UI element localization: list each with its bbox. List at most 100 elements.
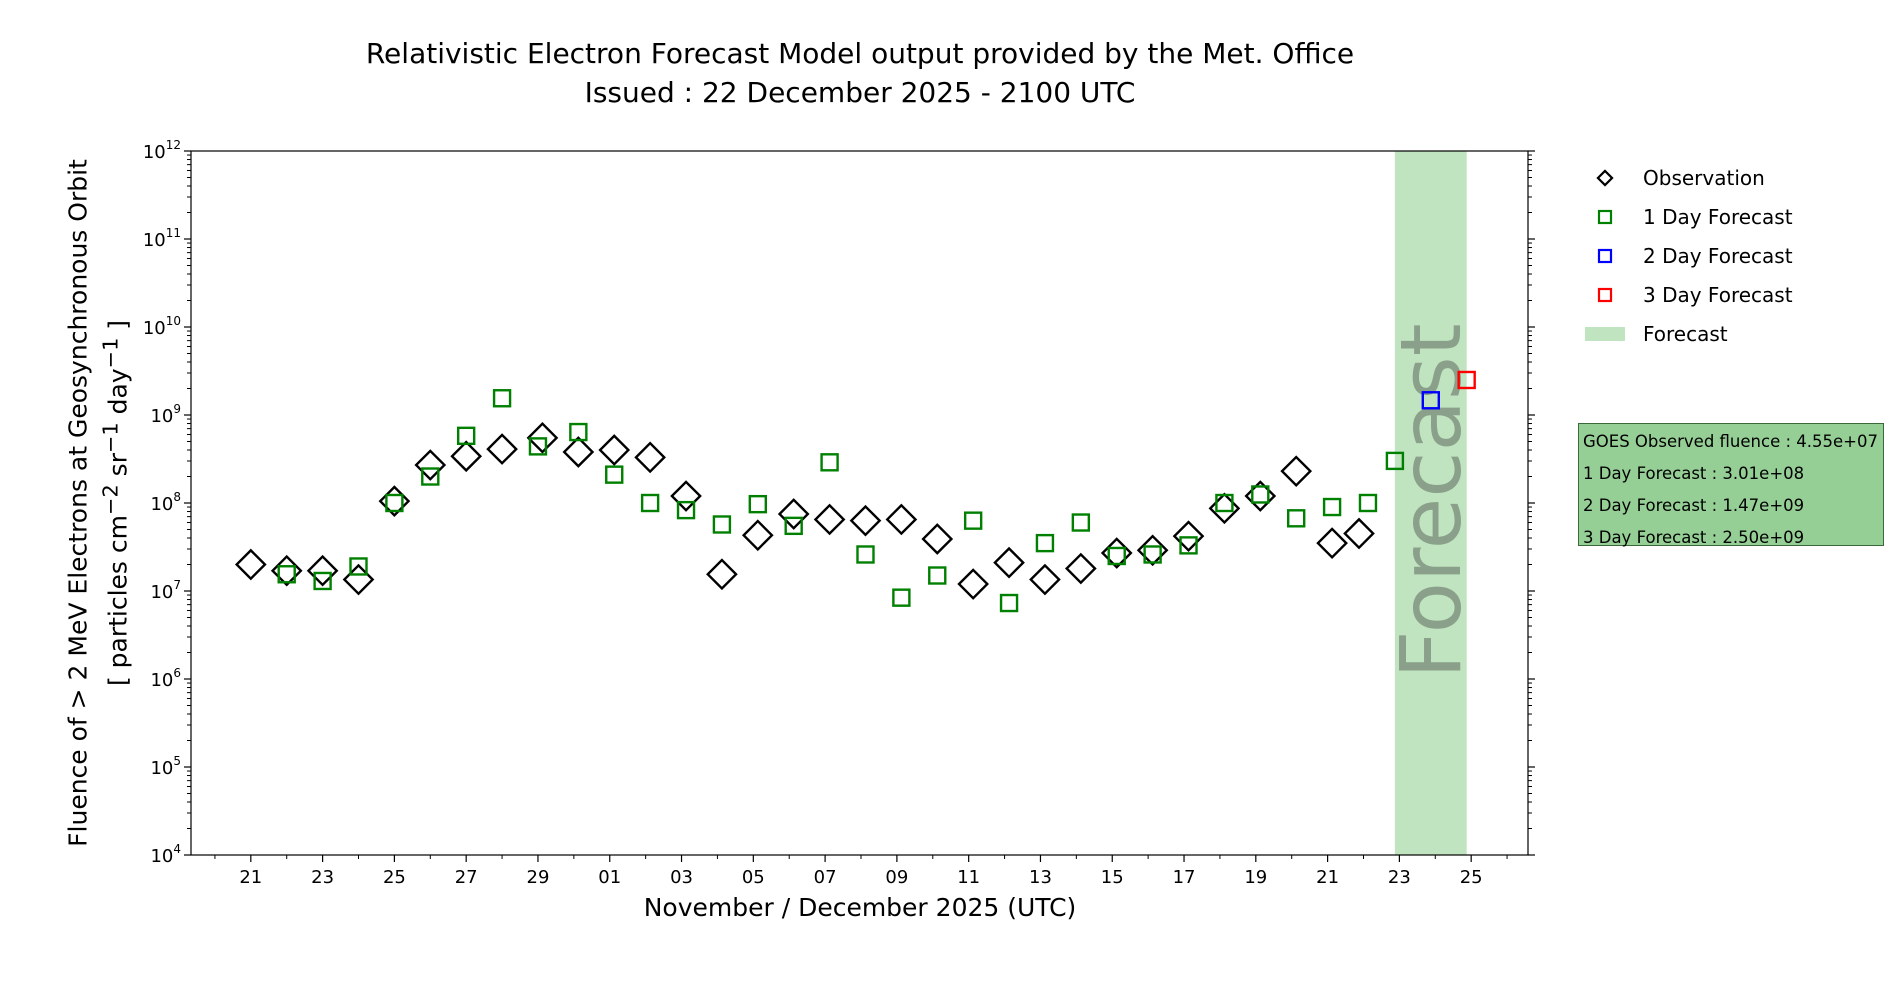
x-tick-label: 19 (1244, 867, 1267, 888)
observation-point (1280, 455, 1313, 488)
y-tick-label: 1011 (143, 226, 181, 251)
observation-point (234, 548, 267, 581)
y-tick-label: 1012 (143, 138, 181, 163)
observation-point (270, 554, 303, 587)
observation-point (921, 523, 954, 555)
observation-point (957, 568, 989, 600)
forecast-band-layer: Forecast (1382, 151, 1480, 855)
two-day-forecast-text: 2 Day Forecast : 1.47e+09 (1583, 496, 1805, 515)
observation-point (414, 449, 447, 481)
1-day-forecast-point (640, 493, 660, 513)
1-day-forecast-point (892, 588, 911, 607)
y-tick-label: 104 (150, 842, 181, 867)
observation-point (741, 519, 774, 552)
1-day-forecast-point (1035, 533, 1055, 553)
y-tick-label: 106 (150, 666, 181, 691)
1-day-forecast-point (1322, 497, 1342, 517)
1-day-forecast-point (569, 422, 588, 442)
observation-point (1029, 563, 1061, 596)
observation-point (777, 498, 810, 530)
y-axis-label-line1: Fluence of > 2 MeV Electrons at Geosynch… (63, 159, 93, 847)
observation-point (634, 441, 666, 474)
1-day-forecast-point (820, 453, 839, 472)
observation-point (993, 546, 1025, 579)
plot-frame (190, 150, 1529, 856)
y-tick-label: 109 (150, 402, 181, 427)
observed-fluence-text: GOES Observed fluence : 4.55e+07 (1583, 432, 1878, 451)
legend-label: 1 Day Forecast (1643, 205, 1793, 229)
x-tick-label: 17 (1173, 867, 1196, 888)
1-day-forecast-point (712, 515, 732, 534)
observation-point (1064, 552, 1097, 585)
observation-point (885, 503, 918, 536)
diamond-marker-icon (1585, 163, 1625, 193)
1-day-forecast-point (928, 566, 947, 585)
1-day-forecast-point (999, 593, 1019, 613)
1-day-forecast-point (1385, 451, 1405, 471)
legend-label: Forecast (1643, 322, 1728, 346)
legend-item-observation: Observation (1585, 163, 1765, 193)
1-day-forecast-point (1143, 545, 1162, 564)
1-day-forecast-point (605, 465, 624, 484)
x-tick-label: 25 (383, 867, 406, 888)
x-tick-label: 11 (957, 867, 980, 888)
legend-item-2-day-forecast: 2 Day Forecast (1585, 241, 1793, 271)
observation-point (562, 436, 595, 468)
y-tick-label: 1010 (143, 314, 181, 339)
x-tick-label: 21 (1316, 867, 1339, 888)
1-day-forecast-point (385, 493, 404, 513)
x-tick-label: 07 (814, 867, 837, 888)
x-tick-label: 03 (670, 867, 693, 888)
1-day-forecast-point (492, 389, 512, 408)
observation-point (813, 503, 846, 536)
legend-label: 2 Day Forecast (1643, 244, 1793, 268)
1-day-forecast-point (313, 571, 332, 591)
1-day-forecast-point (748, 494, 768, 514)
three-day-forecast-text: 3 Day Forecast : 2.50e+09 (1583, 528, 1805, 547)
green-square-marker-icon (1585, 202, 1625, 232)
x-tick-label: 29 (527, 867, 550, 888)
blue-square-marker-icon (1585, 241, 1625, 271)
one-day-forecast-text: 1 Day Forecast : 3.01e+08 (1583, 464, 1805, 483)
y-axis-label: Fluence of > 2 MeV Electrons at Geosynch… (61, 159, 134, 847)
3-day-forecast-point (1457, 370, 1476, 390)
y-axis-label-line2: [ particles cm−2 sr−1 day−1 ] (98, 319, 133, 687)
chart-title: Relativistic Electron Forecast Model out… (365, 37, 1355, 70)
1-day-forecast-point (856, 545, 875, 564)
observation-point (1172, 520, 1205, 552)
observation-point (526, 422, 559, 454)
1-day-forecast-point (676, 500, 696, 520)
x-tick-label: 23 (311, 867, 334, 888)
x-tick-label: 09 (885, 867, 908, 888)
1-day-forecast-point (349, 557, 368, 576)
legend-item-1-day-forecast: 1 Day Forecast (1585, 202, 1793, 232)
data-points-layer (234, 370, 1476, 613)
observation-point (342, 563, 375, 596)
observation-point (706, 558, 738, 591)
y-tick-label: 105 (150, 754, 181, 779)
observation-point (1208, 492, 1241, 525)
observation-point (486, 433, 518, 465)
observation-point (598, 434, 631, 466)
legend-label: Observation (1643, 166, 1765, 190)
x-tick-label: 25 (1460, 867, 1483, 888)
observation-point (1343, 517, 1375, 550)
observation-point (450, 440, 483, 473)
forecast-band-label: Forecast (1382, 323, 1480, 678)
x-tick-label: 13 (1029, 867, 1052, 888)
axes-layer: 104 105 106 107 108 109 1010 1011 1012 21 23 25 27 29… (143, 138, 1535, 888)
1-day-forecast-point (1251, 485, 1270, 504)
1-day-forecast-point (1179, 536, 1198, 555)
1-day-forecast-point (1286, 509, 1306, 528)
observation-point (1316, 527, 1348, 559)
1-day-forecast-point (1358, 493, 1378, 513)
observation-point (306, 554, 339, 587)
observation-point (849, 504, 882, 537)
1-day-forecast-point (277, 565, 296, 584)
x-axis-label: November / December 2025 (UTC) (643, 893, 1077, 922)
y-tick-label: 107 (150, 578, 181, 603)
legend-label: 3 Day Forecast (1643, 283, 1793, 307)
observation-point (670, 480, 702, 512)
1-day-forecast-point (1215, 493, 1234, 513)
